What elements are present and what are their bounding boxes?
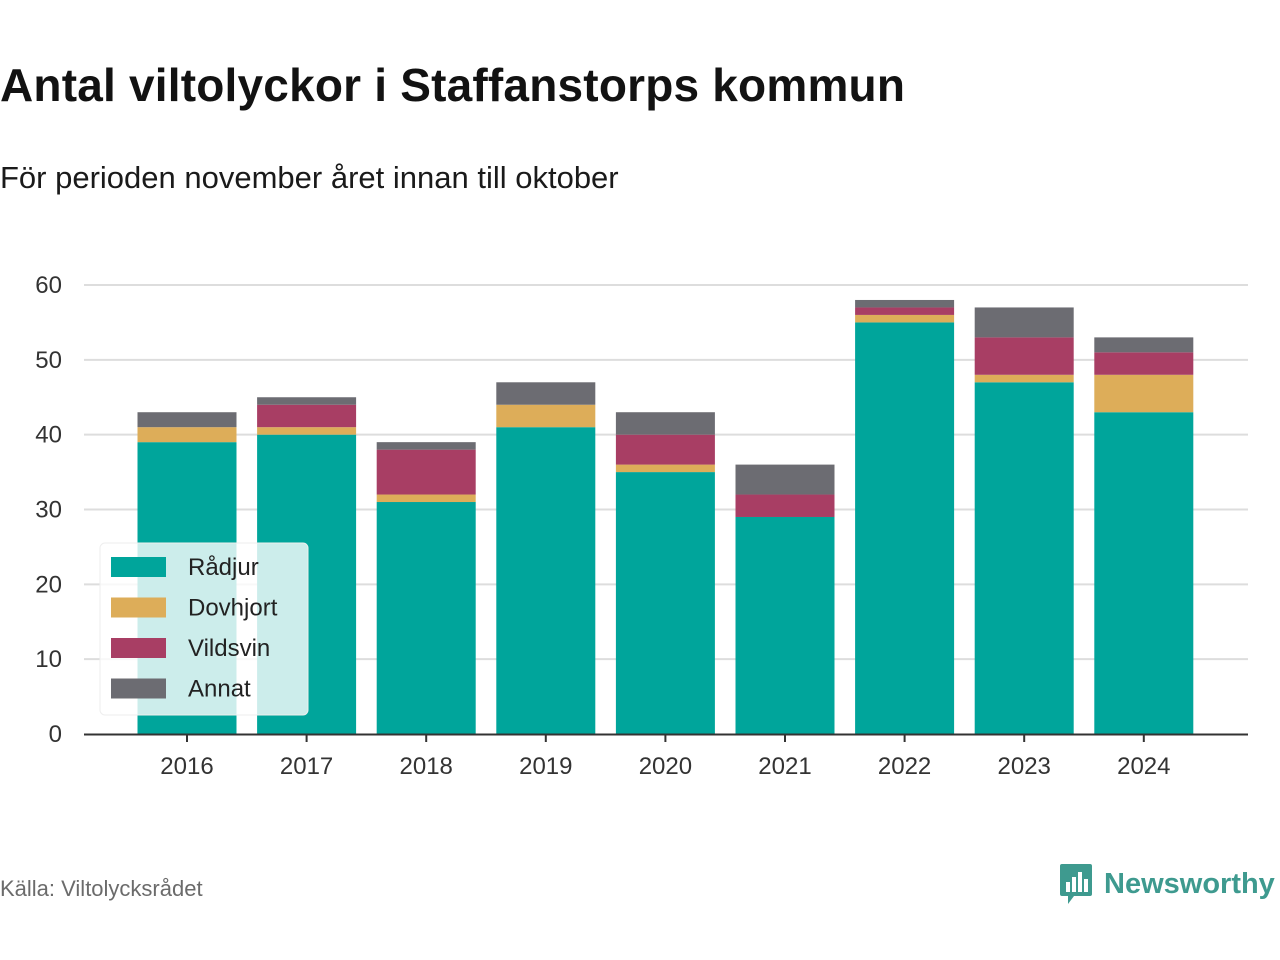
y-tick-label: 30 (35, 497, 62, 524)
bar-segment-vildsvin-2018 (376, 449, 476, 495)
x-tick-label: 2020 (639, 753, 692, 780)
bar-segment-rådjur-2022 (855, 322, 955, 734)
newsworthy-logo-icon (1060, 864, 1092, 904)
bar-segment-dovhjort-2017 (257, 427, 357, 435)
y-axis-ticks: 0 10 20 30 40 50 60 (35, 272, 62, 748)
legend-swatch-vildsvin (111, 638, 166, 658)
x-tick-label: 2021 (758, 753, 811, 780)
brand-name: Newsworthy (1104, 867, 1275, 900)
bar-segment-annat-2018 (376, 442, 476, 450)
chart-subtitle: För perioden november året innan till ok… (0, 160, 619, 195)
x-tick-label: 2016 (160, 753, 213, 780)
bar-segment-rådjur-2021 (735, 516, 835, 734)
bar-segment-dovhjort-2016 (137, 427, 237, 443)
x-tick-label: 2018 (400, 753, 453, 780)
legend-box (99, 542, 309, 716)
x-tick-label: 2017 (280, 753, 333, 780)
brand-logo[interactable]: Newsworthy (1058, 860, 1275, 908)
bar-segment-annat-2020 (615, 412, 715, 435)
bar-segment-annat-2022 (855, 299, 955, 308)
bar-segment-annat-2019 (496, 382, 596, 405)
bar-segment-dovhjort-2023 (974, 374, 1074, 383)
y-tick-label: 40 (35, 422, 62, 449)
bar-segment-dovhjort-2022 (855, 314, 955, 323)
legend: Rådjur Dovhjort Vildsvin Annat (99, 542, 309, 716)
y-tick-label: 0 (49, 721, 62, 748)
bar-segment-vildsvin-2024 (1094, 352, 1194, 375)
bar-segment-rådjur-2018 (376, 502, 476, 734)
y-tick-label: 60 (35, 272, 62, 299)
legend-label-annat: Annat (188, 676, 251, 703)
legend-label-rådjur: Rådjur (188, 554, 259, 581)
bar-segment-dovhjort-2019 (496, 404, 596, 428)
bar-segment-rådjur-2024 (1094, 412, 1194, 734)
x-tick-label: 2019 (519, 753, 572, 780)
bar-segment-vildsvin-2017 (257, 404, 357, 428)
bar-segment-vildsvin-2021 (735, 494, 835, 517)
bar-segment-vildsvin-2022 (855, 307, 955, 315)
y-tick-label: 10 (35, 646, 62, 673)
chart-title: Antal viltolyckor i Staffanstorps kommun (0, 59, 906, 111)
x-tick-label: 2022 (878, 753, 931, 780)
bar-segment-vildsvin-2023 (974, 337, 1074, 375)
bar-segment-dovhjort-2018 (376, 494, 476, 503)
x-axis-ticks: 2016 2017 2018 2019 2020 2021 2022 2023 2024 (160, 734, 1170, 780)
bar-segment-annat-2017 (257, 397, 357, 405)
bar-segment-rådjur-2019 (496, 427, 596, 734)
bar-segment-annat-2024 (1094, 337, 1194, 353)
x-tick-label: 2023 (998, 753, 1051, 780)
bar-segment-rådjur-2020 (615, 472, 715, 734)
legend-swatch-dovhjort (111, 597, 166, 618)
bar-segment-dovhjort-2024 (1094, 374, 1194, 413)
bar-segment-vildsvin-2020 (615, 434, 715, 465)
bar-segment-annat-2021 (735, 464, 835, 495)
legend-label-vildsvin: Vildsvin (188, 635, 270, 662)
y-tick-label: 20 (35, 571, 62, 598)
y-tick-label: 50 (35, 347, 62, 374)
bar-segment-annat-2023 (974, 307, 1074, 338)
x-tick-label: 2024 (1117, 753, 1170, 780)
bar-segment-rådjur-2023 (974, 382, 1074, 734)
bar-segment-annat-2016 (137, 412, 237, 428)
bar-segment-dovhjort-2020 (615, 464, 715, 473)
legend-swatch-annat (111, 678, 166, 699)
legend-label-dovhjort: Dovhjort (188, 595, 278, 622)
legend-swatch-rådjur (111, 557, 166, 577)
source-note: Källa: Viltolycksrådet (0, 876, 203, 901)
